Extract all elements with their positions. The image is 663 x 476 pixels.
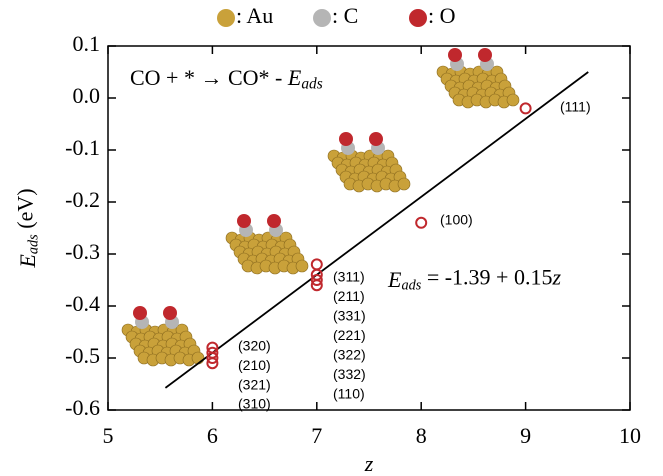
y-tick-label: -0.3 <box>65 239 100 264</box>
o-atom <box>237 214 251 228</box>
o-atom <box>163 306 177 320</box>
x-tick-label: 5 <box>103 423 114 448</box>
text-part: ads <box>26 234 42 254</box>
facet-label: (110) <box>333 386 365 402</box>
au-atom <box>192 352 204 364</box>
text-part: ads <box>401 278 421 294</box>
legend-label: : O <box>428 3 456 28</box>
facet-label: (321) <box>238 376 271 392</box>
o-atom <box>133 306 147 320</box>
y-tick-label: -0.5 <box>65 343 100 368</box>
legend-label: : C <box>332 3 358 28</box>
fit-line <box>165 72 588 388</box>
y-tick-label: 0.1 <box>73 31 101 56</box>
text-part: E <box>387 267 402 292</box>
legend-swatch <box>409 9 427 27</box>
surface-model <box>122 306 204 366</box>
surface-model <box>328 132 410 192</box>
y-tick-label: -0.6 <box>65 395 100 420</box>
text-part: CO + * → CO* - <box>130 65 288 90</box>
x-tick-label: 9 <box>520 423 531 448</box>
o-atom <box>478 48 492 62</box>
facet-label: (311) <box>333 269 365 285</box>
au-atom <box>398 178 410 190</box>
o-atom <box>339 132 353 146</box>
data-point <box>521 103 531 113</box>
y-tick-label: -0.1 <box>65 135 100 160</box>
facet-label: (310) <box>238 396 271 412</box>
text-part: (eV) <box>13 188 38 234</box>
text-part: ads <box>301 75 322 92</box>
au-atom <box>296 260 308 272</box>
page: {"chart_data": {"type": "scatter", "lege… <box>0 0 663 476</box>
chart: 56789100.10.0-0.1-0.2-0.3-0.4-0.5-0.6zEa… <box>0 0 663 476</box>
facet-label: (100) <box>440 212 473 228</box>
text-part: = -1.39 + 0.15 <box>421 265 552 290</box>
facet-label: (320) <box>238 338 271 354</box>
text-part: E <box>287 65 302 90</box>
x-axis-label: z <box>364 451 374 476</box>
y-tick-label: 0.0 <box>73 83 101 108</box>
x-tick-label: 7 <box>311 423 322 448</box>
x-tick-label: 8 <box>416 423 427 448</box>
o-atom <box>369 132 383 146</box>
facet-label: (211) <box>333 288 365 304</box>
data-point <box>416 218 426 228</box>
x-tick-label: 10 <box>619 423 641 448</box>
facet-label: (322) <box>333 347 366 363</box>
y-tick-label: -0.2 <box>65 187 100 212</box>
y-axis-label: Eads (eV) <box>13 188 42 268</box>
reaction-label: CO + * → CO* - Eads <box>130 65 323 92</box>
o-atom <box>448 48 462 62</box>
legend-swatch <box>217 9 235 27</box>
equation-label: Eads = -1.39 + 0.15z <box>387 265 561 294</box>
text-part: z <box>551 265 561 290</box>
facet-label: (221) <box>333 327 366 343</box>
text-part: E <box>15 254 40 269</box>
facet-label: (332) <box>333 366 366 382</box>
surface-model <box>437 48 519 108</box>
o-atom <box>267 214 281 228</box>
y-tick-label: -0.4 <box>65 291 100 316</box>
x-tick-label: 6 <box>207 423 218 448</box>
surface-model <box>226 214 308 274</box>
facet-label: (111) <box>560 99 591 115</box>
facet-label: (210) <box>238 357 271 373</box>
au-atom <box>507 94 519 106</box>
facet-label: (331) <box>333 308 366 324</box>
legend-swatch <box>313 9 331 27</box>
data-point <box>312 259 322 269</box>
legend-label: : Au <box>236 3 273 28</box>
